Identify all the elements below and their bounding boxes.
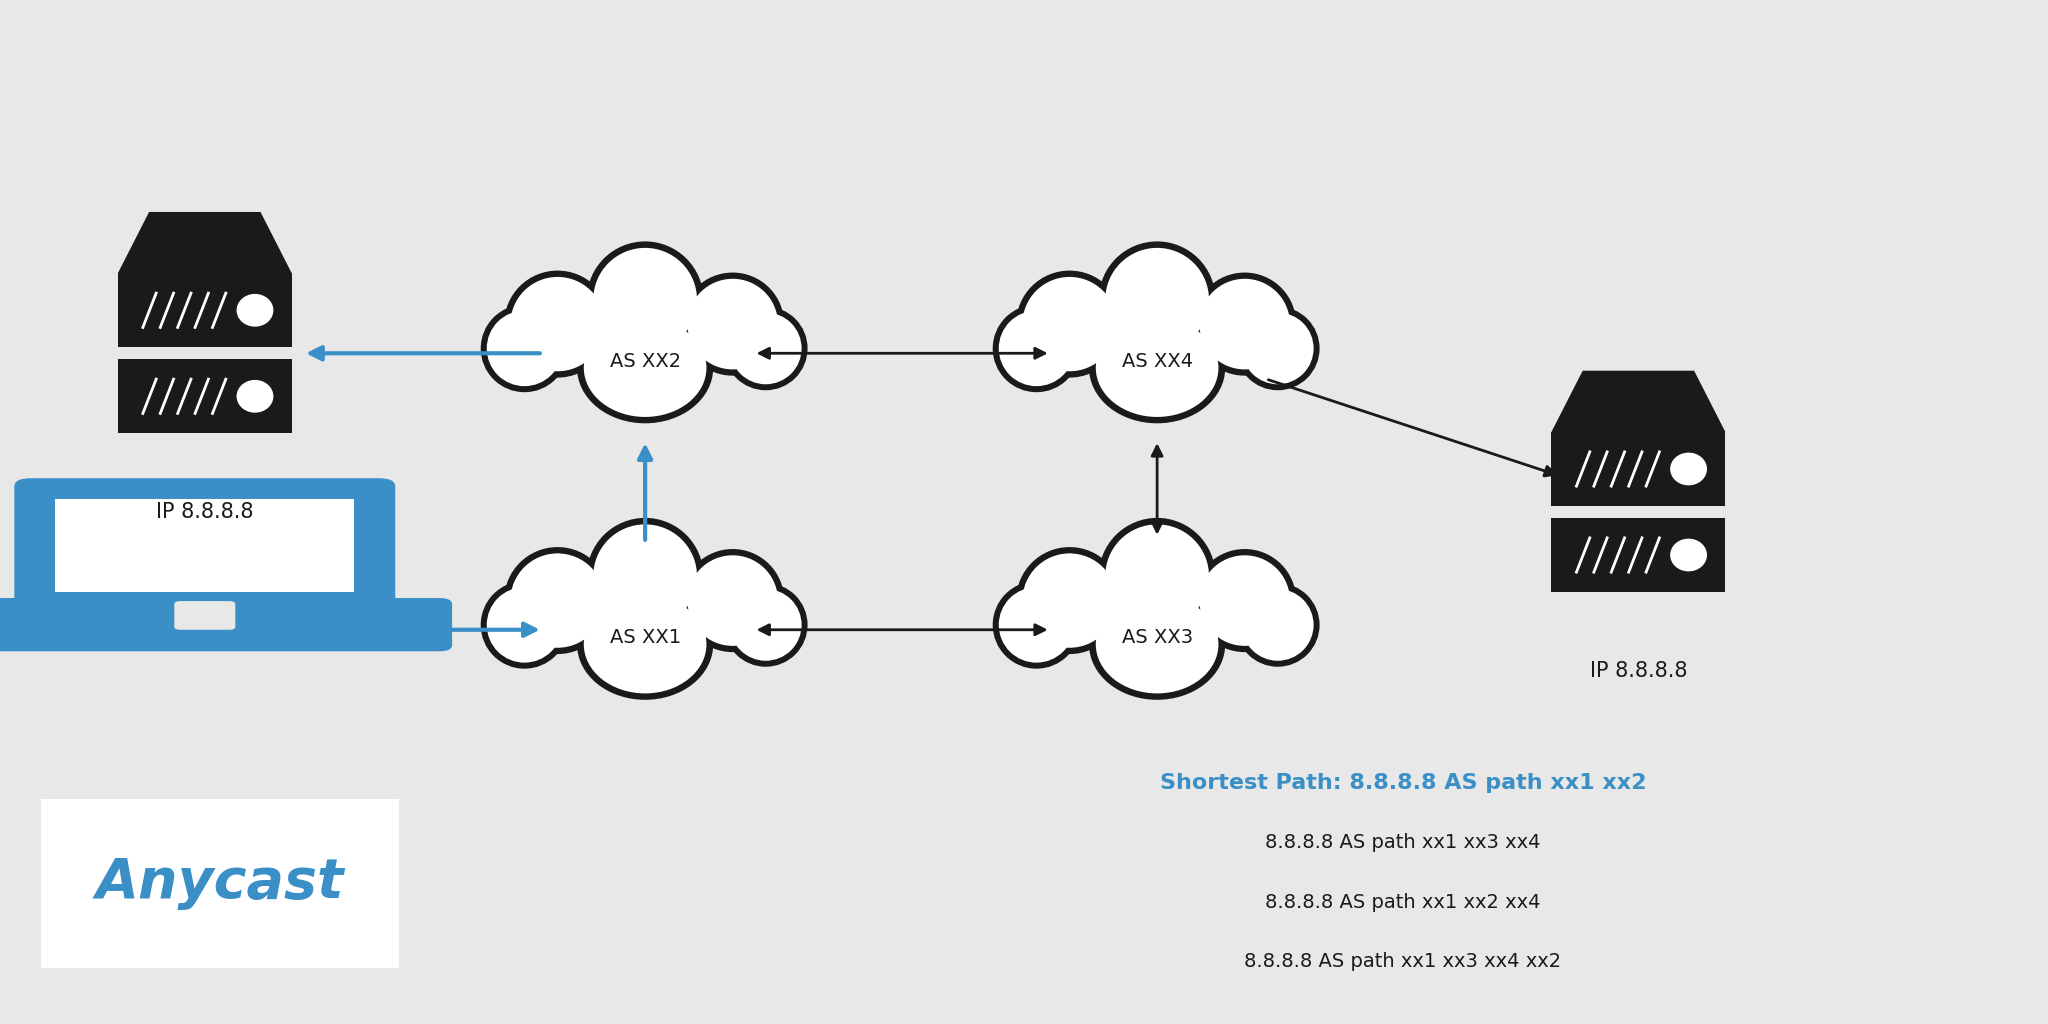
Ellipse shape	[997, 586, 1075, 664]
Ellipse shape	[686, 554, 780, 647]
Bar	[1552, 518, 1724, 592]
Ellipse shape	[582, 594, 709, 695]
Ellipse shape	[508, 275, 606, 373]
Text: 8.8.8.8 AS path xx1 xx3 xx4 xx2: 8.8.8.8 AS path xx1 xx3 xx4 xx2	[1245, 952, 1561, 971]
Ellipse shape	[1096, 318, 1219, 417]
Ellipse shape	[729, 588, 803, 662]
Ellipse shape	[1241, 312, 1313, 384]
Text: IP 8.8.8.8: IP 8.8.8.8	[156, 502, 254, 522]
Text: AS XX2: AS XX2	[610, 351, 680, 371]
Ellipse shape	[1241, 589, 1313, 660]
Ellipse shape	[238, 294, 274, 327]
Ellipse shape	[510, 553, 604, 648]
Ellipse shape	[729, 312, 801, 384]
Ellipse shape	[1022, 276, 1116, 372]
Ellipse shape	[688, 555, 778, 646]
Ellipse shape	[508, 552, 606, 649]
Ellipse shape	[1022, 553, 1116, 648]
Ellipse shape	[686, 278, 780, 371]
FancyBboxPatch shape	[55, 499, 354, 592]
Ellipse shape	[1241, 588, 1315, 662]
Ellipse shape	[1094, 317, 1221, 419]
Ellipse shape	[1104, 522, 1210, 630]
FancyBboxPatch shape	[174, 601, 236, 630]
Ellipse shape	[999, 310, 1075, 386]
FancyBboxPatch shape	[41, 799, 399, 968]
Ellipse shape	[594, 524, 696, 628]
Text: IP 8.8.8.8: IP 8.8.8.8	[1589, 660, 1688, 681]
Bar	[119, 273, 293, 347]
Ellipse shape	[1200, 555, 1290, 646]
Ellipse shape	[1096, 595, 1219, 693]
Text: 8.8.8.8 AS path xx1 xx3 xx4: 8.8.8.8 AS path xx1 xx3 xx4	[1266, 834, 1540, 852]
Polygon shape	[1552, 371, 1724, 432]
Ellipse shape	[584, 595, 707, 693]
Ellipse shape	[997, 309, 1075, 387]
FancyBboxPatch shape	[0, 598, 453, 651]
Ellipse shape	[1106, 248, 1208, 351]
Text: AS XX3: AS XX3	[1122, 628, 1192, 647]
Ellipse shape	[594, 248, 696, 351]
Ellipse shape	[1106, 524, 1208, 628]
Text: 8.8.8.8 AS path xx1 xx2 xx4: 8.8.8.8 AS path xx1 xx2 xx4	[1266, 893, 1540, 911]
Text: Anycast: Anycast	[96, 856, 344, 910]
Ellipse shape	[1200, 279, 1290, 370]
Text: Shortest Path: 8.8.8.8 AS path xx1 xx2: Shortest Path: 8.8.8.8 AS path xx1 xx2	[1159, 773, 1647, 794]
Ellipse shape	[584, 318, 707, 417]
Ellipse shape	[1094, 594, 1221, 695]
Ellipse shape	[510, 276, 604, 372]
Polygon shape	[119, 212, 293, 273]
Text: AS XX4: AS XX4	[1122, 351, 1192, 371]
Ellipse shape	[485, 586, 563, 664]
Ellipse shape	[1241, 311, 1315, 385]
Ellipse shape	[582, 317, 709, 419]
Ellipse shape	[485, 309, 563, 387]
Ellipse shape	[487, 587, 563, 663]
Ellipse shape	[1020, 552, 1118, 649]
Ellipse shape	[1671, 539, 1708, 571]
Ellipse shape	[1198, 278, 1292, 371]
Ellipse shape	[1104, 246, 1210, 353]
Ellipse shape	[1671, 453, 1708, 485]
Text: AS XX1: AS XX1	[610, 628, 680, 647]
Bar	[119, 359, 293, 433]
Ellipse shape	[592, 522, 698, 630]
Ellipse shape	[688, 279, 778, 370]
Ellipse shape	[487, 310, 563, 386]
FancyBboxPatch shape	[14, 478, 395, 612]
Ellipse shape	[729, 589, 801, 660]
Ellipse shape	[238, 380, 274, 413]
Bar	[1552, 432, 1724, 506]
Ellipse shape	[999, 587, 1075, 663]
Ellipse shape	[729, 311, 803, 385]
Ellipse shape	[1020, 275, 1118, 373]
Ellipse shape	[592, 246, 698, 353]
Ellipse shape	[1198, 554, 1292, 647]
